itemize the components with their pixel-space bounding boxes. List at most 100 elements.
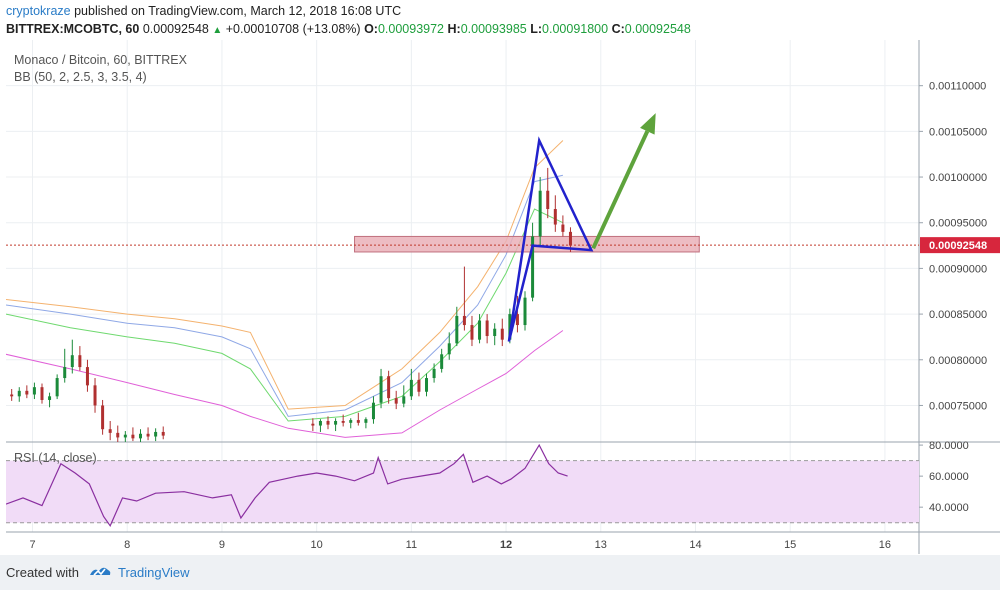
- rsi-band-fill: [6, 460, 919, 523]
- candle-body: [402, 396, 406, 404]
- time-axis-label: 14: [689, 539, 701, 551]
- candle-body: [371, 402, 375, 420]
- close-label: C:: [611, 22, 625, 36]
- candle-body: [123, 434, 127, 438]
- time-axis-label: 13: [595, 539, 607, 551]
- rsi-axis-label: 40.0000: [929, 502, 969, 514]
- tradingview-brand-link[interactable]: TradingView: [118, 565, 190, 580]
- price-axis-label: 0.00105000: [929, 126, 987, 138]
- published-text: published on TradingView.com, March 12, …: [70, 4, 402, 18]
- candle-body: [440, 354, 444, 369]
- candle-body: [32, 387, 36, 395]
- candle-body: [146, 433, 150, 437]
- candle-body: [101, 405, 105, 430]
- last-price: 0.00092548: [142, 22, 209, 36]
- candle-body: [538, 190, 542, 237]
- candle-body: [116, 432, 120, 438]
- time-axis-label: 11: [406, 539, 417, 551]
- candle-body: [55, 378, 59, 397]
- candle-body: [531, 236, 535, 298]
- candle-body: [326, 420, 330, 425]
- candle-body: [409, 379, 413, 397]
- candle-body: [154, 431, 158, 437]
- publish-info: cryptokraze published on TradingView.com…: [6, 4, 401, 18]
- candle-body: [470, 325, 474, 340]
- triangle-pattern: [507, 136, 594, 342]
- candle-body: [108, 429, 112, 433]
- ohlc-bar: BITTREX:MCOBTC, 60 0.00092548 ▲ +0.00010…: [6, 22, 691, 36]
- time-axis-label: 16: [879, 539, 891, 551]
- author-link[interactable]: cryptokraze: [6, 4, 71, 18]
- price-axis-label: 0.00110000: [929, 81, 986, 93]
- chart-area[interactable]: 0.00075000 0.00080000 0.00085000 0.00090000…: [5, 40, 1000, 554]
- support-zone-rect: [354, 235, 700, 253]
- price-axis-label: 0.00090000: [929, 263, 987, 275]
- time-axis-label: 12: [500, 539, 512, 551]
- up-arrow-icon: ▲: [212, 25, 223, 36]
- bb-indicator-label: BB (50, 2, 2.5, 3, 3.5, 4): [14, 70, 147, 84]
- time-axis-label: 7: [29, 539, 35, 551]
- bb-basis-line: [5, 330, 564, 438]
- open-label: O:: [364, 22, 378, 36]
- symbol-label: BITTREX:MCOBTC, 60: [6, 22, 140, 36]
- low-value: 0.00091800: [542, 22, 609, 36]
- candle-body: [349, 420, 353, 423]
- candle-body: [523, 297, 527, 326]
- high-value: 0.00093985: [460, 22, 527, 36]
- candle-body: [546, 190, 550, 210]
- candle-body: [318, 420, 322, 426]
- candle-body: [25, 390, 29, 395]
- candle-body: [48, 396, 52, 400]
- bb-inner-band: [5, 174, 564, 417]
- candle-body: [10, 394, 14, 397]
- candle-body: [131, 434, 135, 439]
- candle-body: [63, 367, 67, 379]
- price-axis-label: 0.00085000: [929, 309, 987, 321]
- candle-body: [387, 376, 391, 399]
- candle-body: [417, 379, 421, 392]
- tradingview-logo-icon[interactable]: [88, 563, 112, 581]
- candle-body: [341, 420, 345, 423]
- high-label: H:: [447, 22, 461, 36]
- price-axis-label: 0.00080000: [929, 355, 987, 367]
- chart-svg[interactable]: 0.00075000 0.00080000 0.00085000 0.00090000…: [5, 40, 1000, 554]
- time-axis-label: 8: [124, 539, 130, 551]
- candle-body: [485, 320, 489, 337]
- current-price-tag: [920, 237, 1000, 254]
- candle-body: [40, 387, 44, 400]
- rsi-line: [5, 443, 568, 528]
- candle-body: [379, 376, 383, 403]
- candle-body: [311, 423, 315, 426]
- candle-body: [515, 314, 519, 326]
- bb-lower-band: [5, 208, 564, 422]
- candle-body: [500, 328, 504, 340]
- candle-body: [334, 420, 338, 425]
- bullish-arrow-shaft: [591, 130, 650, 250]
- candle-body: [78, 355, 82, 368]
- candle-body: [93, 385, 97, 406]
- candle-body: [447, 343, 451, 355]
- candle-body: [17, 390, 21, 397]
- footer: Created with TradingView: [0, 555, 1000, 590]
- created-with-text: Created with: [6, 565, 79, 580]
- candle-body: [568, 231, 572, 246]
- price-axis-label: 0.00100000: [929, 172, 987, 184]
- price-axis-label: 0.00095000: [929, 218, 987, 230]
- close-value: 0.00092548: [624, 22, 691, 36]
- candle-body: [70, 355, 74, 368]
- rsi-axis-label: 80.0000: [929, 440, 969, 452]
- bullish-arrow-head: [640, 113, 656, 135]
- open-value: 0.00093972: [377, 22, 445, 36]
- candle-body: [364, 419, 368, 423]
- price-change: +0.00010708 (+13.08%): [225, 22, 361, 36]
- time-axis-label: 15: [784, 539, 796, 551]
- candle-body: [455, 315, 459, 344]
- candle-body: [394, 398, 398, 404]
- candle-body: [138, 433, 142, 439]
- candle-body: [478, 320, 482, 340]
- candle-body: [425, 378, 429, 392]
- rsi-title: RSI (14, close): [14, 451, 97, 465]
- candle-body: [553, 209, 557, 225]
- candle-body: [493, 328, 497, 337]
- candle-body: [561, 224, 565, 232]
